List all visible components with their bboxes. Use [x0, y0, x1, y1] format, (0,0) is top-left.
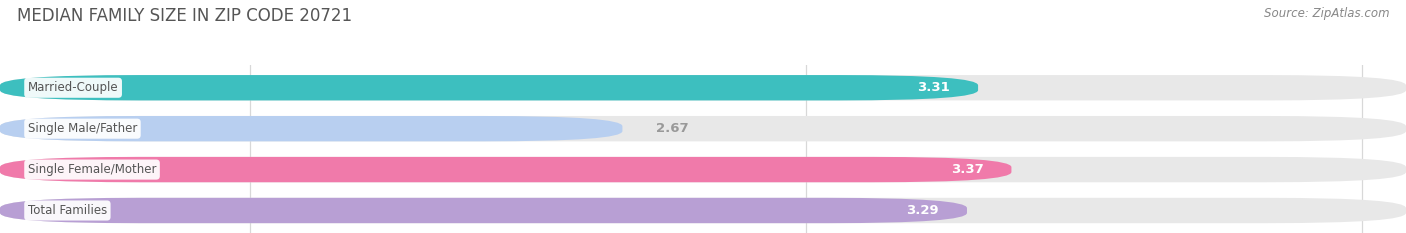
FancyBboxPatch shape — [0, 116, 1406, 141]
Text: Married-Couple: Married-Couple — [28, 81, 118, 94]
FancyBboxPatch shape — [0, 198, 1406, 223]
FancyBboxPatch shape — [0, 157, 1011, 182]
Text: Single Female/Mother: Single Female/Mother — [28, 163, 156, 176]
Text: MEDIAN FAMILY SIZE IN ZIP CODE 20721: MEDIAN FAMILY SIZE IN ZIP CODE 20721 — [17, 7, 352, 25]
FancyBboxPatch shape — [0, 116, 623, 141]
Text: Total Families: Total Families — [28, 204, 107, 217]
FancyBboxPatch shape — [0, 157, 1406, 182]
Text: Single Male/Father: Single Male/Father — [28, 122, 138, 135]
Text: 3.37: 3.37 — [950, 163, 984, 176]
Text: 3.31: 3.31 — [918, 81, 950, 94]
Text: 3.29: 3.29 — [907, 204, 939, 217]
Text: Source: ZipAtlas.com: Source: ZipAtlas.com — [1264, 7, 1389, 20]
FancyBboxPatch shape — [0, 75, 1406, 100]
FancyBboxPatch shape — [0, 198, 967, 223]
FancyBboxPatch shape — [0, 75, 979, 100]
Text: 2.67: 2.67 — [655, 122, 689, 135]
